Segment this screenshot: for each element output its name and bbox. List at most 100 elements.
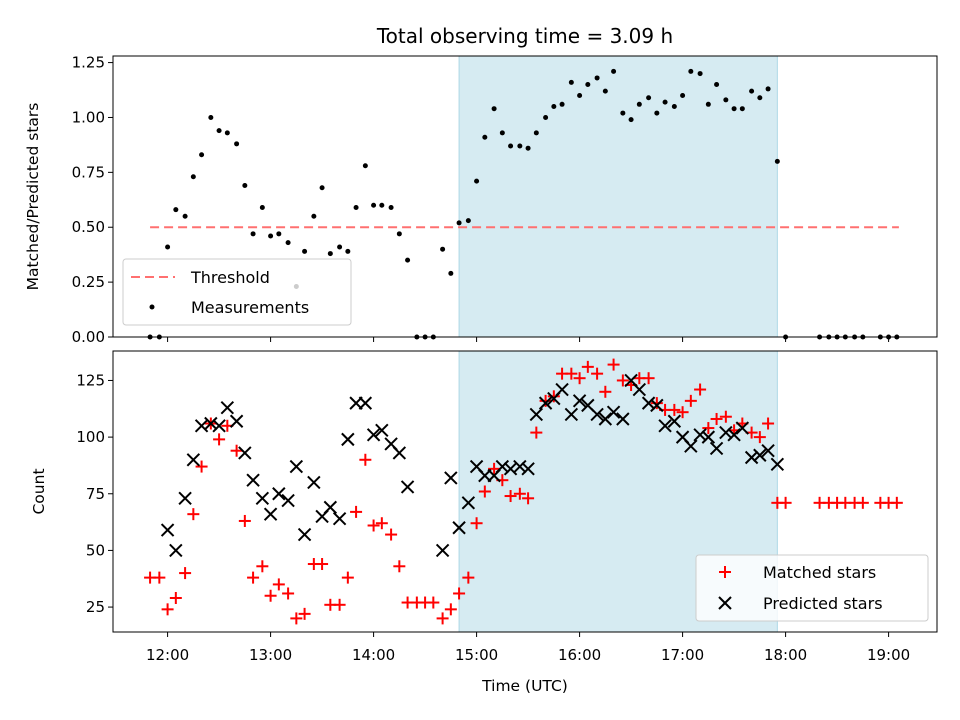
matched-stars-point — [591, 367, 604, 380]
measurement-point — [440, 246, 446, 252]
matched-stars-point — [676, 406, 689, 419]
x-tick-label: 12:00 — [146, 646, 189, 664]
predicted-stars-point — [727, 428, 741, 442]
matched-stars-point — [753, 431, 766, 444]
matched-stars-point — [478, 485, 491, 498]
legend-predicted-label: Predicted stars — [763, 594, 883, 613]
count-legend: Matched stars Predicted stars — [695, 554, 929, 622]
matched-stars-point — [375, 517, 388, 530]
measurement-point — [465, 218, 471, 224]
predicted-stars-point — [400, 480, 415, 494]
measurement-point — [285, 240, 291, 246]
measurement-point — [224, 130, 230, 136]
measurement-point — [276, 231, 282, 237]
measurement-point — [345, 248, 351, 254]
count-plot-frame — [112, 350, 938, 633]
predicted-stars-point — [529, 407, 544, 422]
predicted-stars-point — [272, 487, 286, 501]
predicted-stars-point — [564, 407, 579, 422]
ratio-y-axis: 0.00 0.25 0.50 0.75 1.00 1.25 — [72, 54, 113, 346]
matched-stars-point — [350, 505, 363, 518]
predicted-stars-point — [186, 453, 201, 467]
measurement-point — [594, 75, 600, 81]
measurement-point — [714, 82, 720, 88]
count-legend-box — [695, 554, 929, 622]
predicted-stars-point — [212, 419, 226, 433]
matched-stars-point — [642, 372, 655, 385]
legend-matched-label: Matched stars — [763, 563, 876, 582]
measurement-point — [311, 213, 317, 219]
measurement-point — [362, 163, 368, 169]
predicted-stars-point — [323, 500, 338, 515]
matched-stars-point — [393, 560, 406, 573]
measurement-point — [680, 93, 686, 99]
ratio-legend: Threshold Measurements — [122, 258, 352, 326]
count-panel: 25 50 75 100 125 12:00 13:00 14:00 15:00 16:00 17… — [30, 350, 938, 695]
measurement-point — [662, 99, 668, 105]
predicted-stars-point — [555, 382, 569, 397]
matched-stars-point — [213, 433, 226, 446]
matched-stars-point — [694, 383, 707, 396]
matched-stars-point — [427, 596, 440, 609]
measurement-point — [199, 152, 205, 158]
legend-threshold-label: Threshold — [190, 268, 270, 287]
measurement-point — [646, 95, 652, 101]
matched-stars-point — [264, 589, 277, 602]
predicted-stars-point — [761, 444, 775, 458]
measurement-point — [268, 233, 274, 239]
matched-stars-point — [581, 360, 594, 373]
measurement-point — [636, 101, 642, 107]
matched-stars-point — [599, 385, 612, 398]
matched-stars-point — [856, 496, 869, 509]
x-tick-label: 16:00 — [558, 646, 601, 664]
measurement-point — [353, 204, 359, 210]
legend-matched-swatch — [719, 566, 731, 578]
matched-stars-point — [333, 598, 346, 611]
measurement-point — [568, 79, 574, 85]
measurement-point — [739, 106, 745, 112]
ratio-y-axis-title: Matched/Predicted stars — [24, 103, 42, 291]
predicted-stars-point — [770, 457, 785, 472]
x-tick-label: 15:00 — [455, 646, 498, 664]
predicted-stars-point — [598, 412, 613, 426]
matched-stars-point — [668, 403, 681, 416]
measurement-point — [620, 110, 626, 116]
measurement-point — [731, 106, 737, 112]
y-tick-label: 75 — [86, 485, 105, 503]
measurement-point — [173, 207, 179, 213]
matched-stars-point — [238, 514, 251, 527]
predicted-stars-point — [375, 423, 389, 438]
measurement-point — [774, 158, 780, 164]
predicted-stars-point — [435, 543, 450, 558]
x-tick-label: 14:00 — [352, 646, 395, 664]
matched-stars-point — [539, 394, 552, 407]
predicted-stars-point — [513, 459, 527, 474]
predicted-stars-point — [495, 459, 510, 474]
matched-stars-point — [547, 390, 560, 403]
measurement-point — [182, 213, 188, 219]
predicted-stars-point — [616, 412, 630, 426]
chart-title: Total observing time = 3.09 h — [376, 24, 673, 48]
y-tick-label: 1.25 — [72, 54, 105, 72]
matched-stars-point — [247, 571, 260, 584]
measurement-point — [525, 145, 531, 151]
measurement-point — [190, 174, 196, 180]
predicted-stars-point — [229, 414, 244, 428]
measurement-point — [371, 202, 377, 208]
matched-stars-point — [702, 422, 715, 435]
measurement-point — [379, 202, 385, 208]
measurement-point — [688, 68, 694, 74]
predicted-stars-point — [297, 527, 312, 542]
matched-stars-point — [298, 607, 311, 620]
measurement-point — [697, 71, 703, 77]
measurement-point — [533, 130, 539, 136]
predicted-stars-point — [341, 432, 355, 447]
predicted-stars-point — [632, 382, 647, 397]
measurement-point — [259, 204, 265, 210]
predicted-stars-point — [709, 441, 724, 456]
count-y-axis-title: Count — [30, 468, 48, 514]
predicted-stars-point — [255, 491, 270, 506]
ratio-plot-frame — [112, 55, 938, 338]
predicted-stars-point — [444, 471, 458, 485]
legend-measurements-swatch — [149, 304, 155, 310]
